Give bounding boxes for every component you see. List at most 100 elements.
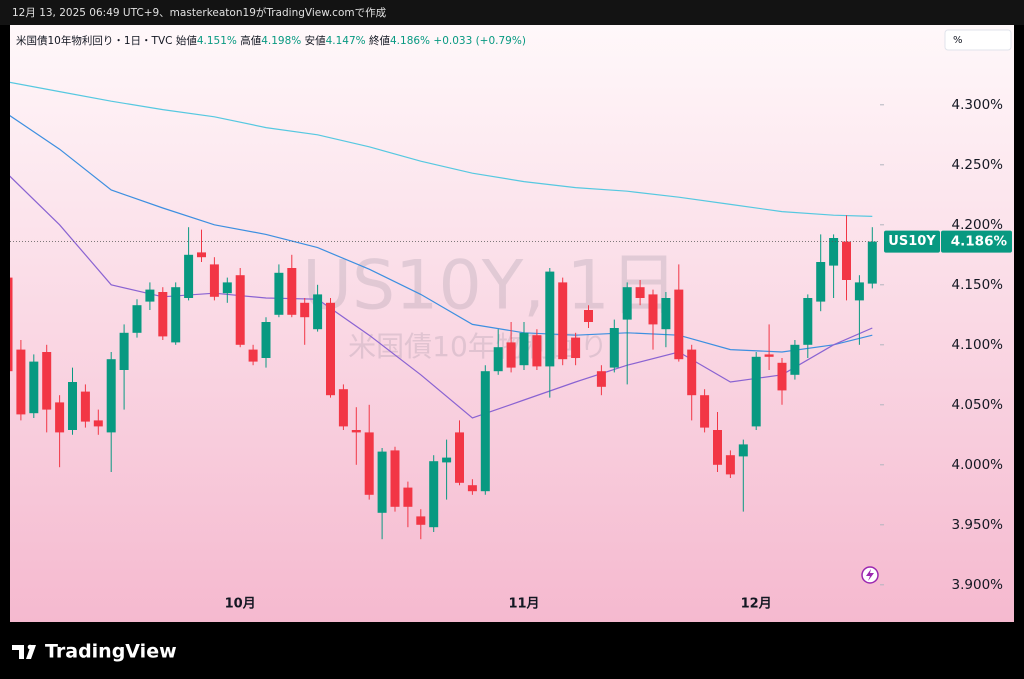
candle-body <box>493 347 503 372</box>
y-tick-label: 3.950% <box>952 517 1004 533</box>
candle-body <box>235 275 245 345</box>
candle-body <box>609 328 619 368</box>
legend-close-value: 4.186% <box>390 35 431 47</box>
y-tick-label: 4.200% <box>952 217 1004 233</box>
price-tag <box>941 230 1012 253</box>
symbol-tag <box>884 230 940 253</box>
candle-body <box>661 298 671 330</box>
y-tick-label: 4.100% <box>952 337 1004 353</box>
alert-bolt <box>866 569 874 581</box>
candle-body <box>42 352 52 410</box>
candle-body <box>55 402 65 433</box>
candle-body <box>209 264 219 297</box>
legend-name: 米国債10年物利回り・1日・TVC <box>16 35 173 47</box>
candle-body <box>571 337 581 358</box>
candle-body <box>326 302 335 396</box>
candle-body <box>545 271 555 367</box>
moving-average <box>10 81 873 217</box>
candle-body <box>429 461 439 528</box>
candle-body <box>764 354 774 357</box>
candle-body <box>274 272 284 315</box>
top-bar <box>0 0 1024 25</box>
candle-body <box>713 430 722 465</box>
plot <box>10 81 877 540</box>
candle-body <box>68 382 77 430</box>
candle-body <box>132 305 142 333</box>
candle-body <box>338 389 348 427</box>
unit-button[interactable] <box>944 29 1012 51</box>
legend-change: +0.033 (+0.79%) <box>433 35 526 47</box>
candle-body <box>584 310 593 322</box>
moving-average <box>10 115 873 353</box>
candle-body <box>674 289 684 360</box>
candle-body <box>648 294 658 325</box>
price-tag-label: 4.186% <box>951 234 1008 250</box>
candle-body <box>145 289 155 302</box>
candle-body <box>455 432 464 483</box>
candle-body <box>158 292 168 337</box>
candle-body <box>867 241 877 284</box>
candle-body <box>261 322 271 358</box>
candle-body <box>725 455 735 475</box>
candle-body <box>519 332 529 366</box>
logo-dot <box>27 644 33 650</box>
legend: 米国債10年物利回り・1日・TVC 始値4.151% 高値4.198% 安値4.… <box>16 33 526 48</box>
candle-body <box>803 298 813 345</box>
candle-body <box>16 349 26 415</box>
candle-body <box>842 241 851 280</box>
candle-body <box>197 252 206 258</box>
candle-body <box>10 277 13 372</box>
candle-body <box>364 432 374 495</box>
legend-high-value: 4.198% <box>261 35 302 47</box>
candle-body <box>287 268 297 315</box>
caption: 12月 13, 2025 06:49 UTC+9、masterkeaton19が… <box>12 6 387 19</box>
candle-body <box>184 254 194 298</box>
candle-body <box>532 335 542 367</box>
candle-body <box>119 332 129 370</box>
candle-body <box>596 371 606 387</box>
candle-body <box>635 287 645 298</box>
candle-body <box>222 282 232 294</box>
candle-body <box>751 356 761 427</box>
y-tick-label: 4.250% <box>952 157 1004 173</box>
candle-body <box>416 516 426 525</box>
candle-body <box>467 485 477 492</box>
legend-close-label: 終値 <box>369 35 390 47</box>
candle-body <box>93 420 103 427</box>
candle-body <box>829 238 839 266</box>
y-tick-label: 4.150% <box>952 277 1004 293</box>
unit-button-label[interactable]: % <box>953 35 963 46</box>
candle-body <box>171 287 181 343</box>
candle-body <box>403 487 413 507</box>
candle-body <box>790 344 800 375</box>
candle-body <box>313 294 323 330</box>
candle-body <box>80 391 90 422</box>
candle-body <box>558 282 568 360</box>
candle-body <box>687 349 697 396</box>
candle-body <box>248 349 258 362</box>
candle-body <box>777 362 787 391</box>
candle-body <box>351 430 361 433</box>
legend-low-value: 4.147% <box>325 35 366 47</box>
y-tick-label: 4.050% <box>952 397 1004 413</box>
x-tick-label: 11月 <box>508 597 539 612</box>
candle-body <box>854 282 864 301</box>
candle-body <box>106 359 116 433</box>
y-tick-label: 3.900% <box>952 577 1004 593</box>
candle-body <box>622 287 632 320</box>
candle-body <box>377 451 387 513</box>
candle-body <box>300 302 310 318</box>
candle-body <box>700 395 710 428</box>
y-tick-label: 4.000% <box>952 457 1004 473</box>
candle-body <box>390 450 400 507</box>
candle-body <box>816 262 826 302</box>
candle-body <box>29 361 39 414</box>
footer <box>0 622 1024 679</box>
brand: TradingView <box>45 641 177 663</box>
x-tick-label: 10月 <box>225 597 256 612</box>
candle-body <box>480 371 490 492</box>
x-tick-label: 12月 <box>741 597 772 612</box>
symbol-tag-label: US10Y <box>888 234 936 249</box>
